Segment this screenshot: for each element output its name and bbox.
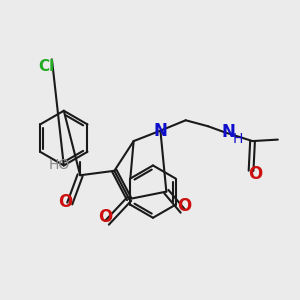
- Text: HO: HO: [49, 158, 70, 172]
- Text: O: O: [58, 193, 72, 211]
- Text: N: N: [222, 123, 236, 141]
- Text: O: O: [177, 196, 191, 214]
- Text: H: H: [232, 132, 243, 146]
- Text: O: O: [248, 165, 262, 183]
- Text: O: O: [98, 208, 112, 226]
- Text: N: N: [154, 122, 167, 140]
- Text: Cl: Cl: [38, 59, 54, 74]
